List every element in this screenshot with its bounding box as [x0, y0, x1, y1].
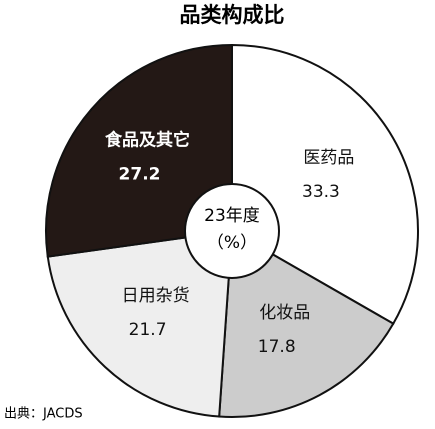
value-label: 17.8	[258, 337, 296, 357]
value-label: 27.2	[119, 164, 161, 184]
slice	[218, 229, 395, 418]
chart-title: 品类构成比	[180, 3, 285, 27]
pie	[45, 43, 419, 418]
value-label: 33.3	[302, 182, 340, 202]
slice-label: 日用杂货	[122, 286, 190, 306]
slice	[46, 229, 234, 418]
center-label: 23年度	[204, 206, 260, 226]
center-hole	[184, 183, 280, 279]
slice	[231, 43, 419, 326]
unit-label: （%）	[207, 233, 257, 253]
slice-label: 食品及其它	[105, 129, 190, 150]
slice-label: 化妆品	[259, 303, 310, 323]
value-label: 21.7	[129, 320, 167, 340]
slice-label: 医药品	[303, 148, 354, 168]
source: 出典：JACDS	[4, 407, 83, 422]
slice	[45, 43, 233, 258]
